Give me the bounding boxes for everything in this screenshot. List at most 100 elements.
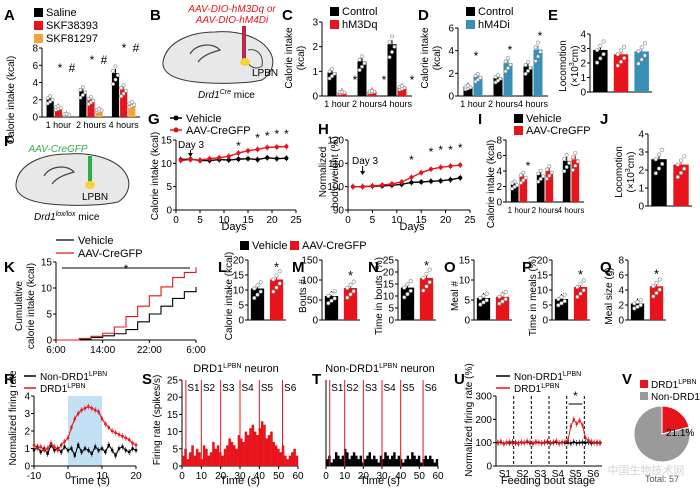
data-point: [111, 68, 116, 73]
x-tick-label: 2 hours: [352, 99, 383, 109]
data-point: [499, 440, 503, 443]
histogram-bar: [286, 459, 289, 466]
data-point: [537, 441, 540, 444]
day3-arrowhead: [360, 171, 366, 175]
histogram-bar: [417, 455, 421, 466]
mouse-label: Drd1Cre mice: [198, 89, 255, 101]
data-point: [682, 154, 687, 159]
data-point: [632, 306, 637, 311]
data-point: [575, 422, 578, 426]
y-tick-label: 5: [238, 301, 244, 312]
data-point: [327, 69, 332, 74]
panel-p: Time in meals (%) 0 5 10 15 20 *: [528, 256, 590, 336]
histogram-bar: [284, 455, 287, 466]
plot-area: 0 2 4 6 8 *: [618, 256, 666, 327]
histogram-bar: [209, 452, 213, 466]
histogram-bar: [228, 438, 231, 466]
legend-swatch-control: [330, 7, 339, 16]
data-point: [121, 445, 124, 448]
data-point: [448, 164, 453, 169]
data-point: [526, 60, 530, 65]
data-point: [119, 94, 124, 99]
bar: [79, 91, 87, 117]
data-point: [348, 282, 353, 287]
y-axis-label: Calorie intake (kcal): [486, 140, 497, 228]
data-point: [217, 155, 222, 160]
injection-needle: [88, 156, 92, 184]
y-tick-label: 2: [618, 301, 624, 312]
plot-area: 0 2 4 6 8 1 hour 2 hours 4 hours *: [496, 136, 584, 216]
data-point: [496, 73, 500, 78]
significance-marker: *: [382, 73, 387, 87]
data-point: [332, 71, 337, 76]
y-tick-label: 4: [32, 78, 38, 89]
x-axis-label: Feeding bout stage: [501, 475, 595, 487]
significance-marker: *: [274, 260, 279, 275]
data-point: [584, 441, 587, 444]
panel-letter-R: R: [4, 371, 15, 388]
legend-label-hm4di: hM4Di: [478, 19, 510, 31]
data-point: [523, 72, 528, 76]
data-point: [77, 412, 80, 415]
data-point: [481, 300, 486, 305]
x-tick-label: 60: [292, 471, 304, 482]
data-point: [428, 167, 434, 172]
data-point: [97, 449, 100, 452]
panel-letter-N: N: [368, 259, 379, 276]
histogram-bar: [198, 452, 201, 466]
significance-marker: *: [424, 258, 429, 273]
data-point: [657, 277, 662, 282]
data-point: [90, 452, 93, 455]
x-axis-label: Time (s): [70, 475, 110, 487]
histogram-bar: [364, 459, 367, 466]
data-point: [46, 447, 49, 450]
data-point: [519, 173, 523, 178]
data-point: [124, 88, 128, 93]
y-tick-label: 25: [167, 376, 179, 387]
histogram-bar: [368, 452, 371, 466]
watermark: 中国生物技术网: [608, 463, 685, 477]
data-point: [113, 77, 118, 82]
bar: [87, 99, 95, 117]
data-point: [111, 429, 114, 433]
legend-swatch-hm4di: [466, 20, 475, 29]
x-tick-label: 10: [391, 215, 403, 226]
panel-letter-A: A: [4, 7, 15, 24]
histogram-bar: [346, 452, 349, 466]
x-tick-label: S1: [499, 469, 512, 480]
panel-u: Non-DRD1LPBN DRD1LPBN Normalized firing …: [464, 363, 602, 487]
data-point: [541, 174, 545, 179]
significance-marker: *: [429, 145, 434, 159]
legend-label-aav: AAV-CreGFP: [186, 125, 251, 137]
data-point: [370, 183, 375, 189]
x-tick-label: 50: [414, 471, 426, 482]
histogram-bar: [366, 455, 369, 466]
histogram-bar: [205, 448, 208, 466]
x-tick-label: 4 hours: [382, 99, 413, 109]
bar: [493, 77, 503, 96]
panel-q: Meal size (g) 0 2 4 6 8 *: [604, 256, 666, 327]
data-point: [408, 279, 413, 284]
data-point: [595, 442, 599, 445]
x-tick-label: 2 hours: [488, 99, 519, 109]
plot-area: 0 10 20 30 40 50 60 S1 S2 S3 S4 S5 S6: [323, 380, 444, 482]
x-tick-label: 20: [266, 215, 278, 226]
data-point: [514, 441, 517, 444]
data-point: [558, 442, 561, 445]
y-tick-label: 20: [383, 268, 395, 279]
data-point: [654, 280, 659, 285]
data-point: [387, 55, 392, 60]
plot-area: [633, 405, 691, 463]
x-tick-label: 25: [464, 215, 476, 226]
bar: [463, 86, 473, 96]
data-point: [653, 171, 658, 176]
data-point: [526, 69, 530, 73]
bar: [46, 98, 54, 117]
data-point: [638, 298, 643, 303]
data-point: [188, 157, 193, 162]
histogram-bar: [359, 455, 363, 466]
data-point: [473, 73, 478, 78]
data-point: [402, 285, 407, 290]
data-point: [497, 294, 502, 299]
pie-slice: [661, 405, 690, 435]
